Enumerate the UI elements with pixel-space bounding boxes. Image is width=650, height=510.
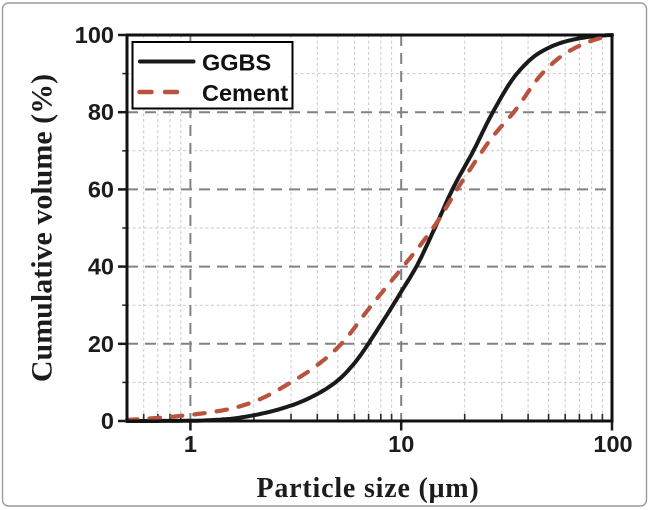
svg-text:GGBS: GGBS <box>202 50 271 76</box>
svg-text:Cement: Cement <box>202 80 288 106</box>
svg-text:10: 10 <box>388 431 414 457</box>
svg-text:60: 60 <box>88 176 114 202</box>
svg-text:0: 0 <box>101 408 114 434</box>
svg-text:Particle size (μm): Particle size (μm) <box>256 473 479 504</box>
svg-text:40: 40 <box>88 254 114 280</box>
svg-text:100: 100 <box>593 431 632 457</box>
svg-text:Cumulative volume (%): Cumulative volume (%) <box>26 74 59 382</box>
svg-text:1: 1 <box>184 431 197 457</box>
svg-text:20: 20 <box>88 331 114 357</box>
svg-text:80: 80 <box>88 99 114 125</box>
svg-text:100: 100 <box>75 22 114 48</box>
